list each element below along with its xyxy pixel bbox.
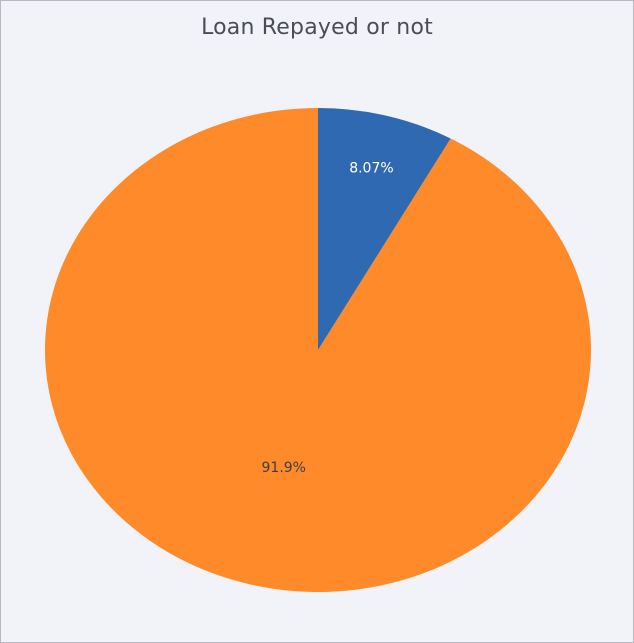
pie-slice-label-0: 91.9% [262,460,306,476]
pie-slices [44,108,591,592]
pie-slice-0[interactable] [44,108,591,592]
chart-title: Loan Repayed or not [201,15,433,40]
pie-labels: 91.9% 8.07% [262,160,394,476]
pie-slice-1[interactable] [318,108,451,350]
pie-slice-label-1: 8.07% [349,160,393,176]
